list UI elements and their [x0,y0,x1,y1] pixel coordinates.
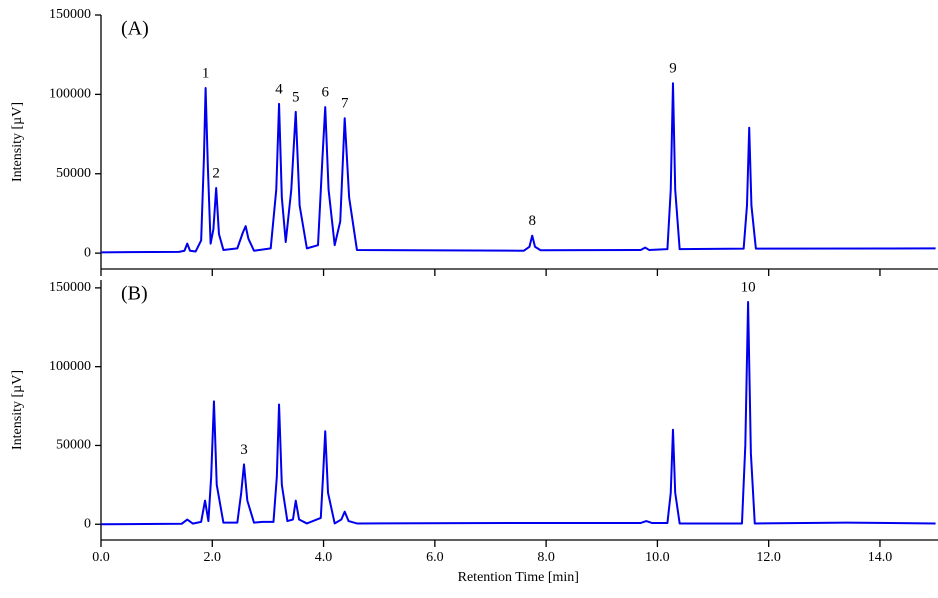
x-tick-label: 4.0 [315,550,333,565]
y-tick-label: 50000 [56,438,91,453]
peak-label: 1 [202,65,210,81]
peak-label: 10 [741,279,756,295]
panel-label: (B) [121,283,148,305]
x-tick-label: 14.0 [868,550,893,565]
peak-label: 6 [321,85,329,101]
peak-label: 5 [292,89,300,105]
x-tick-label: 2.0 [204,550,222,565]
y-axis-label: Intensity [µV] [10,370,25,450]
y-tick-label: 0 [84,245,91,260]
peak-label: 3 [240,442,248,458]
x-tick-label: 6.0 [426,550,444,565]
peak-label: 4 [275,81,283,97]
peak-label: 7 [341,96,349,112]
peak-label: 9 [669,61,677,77]
chromatogram-line [100,301,936,526]
y-tick-label: 150000 [49,280,91,295]
y-tick-label: 150000 [49,7,91,22]
peak-label: 8 [528,213,536,229]
y-tick-label: 0 [84,516,91,531]
panel-label: (A) [121,18,149,40]
peak-label: 2 [212,165,220,181]
x-tick-label: 10.0 [645,550,670,565]
x-tick-label: 0.0 [92,550,110,565]
chromatogram-line [100,82,936,254]
y-tick-label: 100000 [49,359,91,374]
x-tick-label: 8.0 [537,550,555,565]
x-tick-label: 12.0 [756,550,781,565]
y-axis-label: Intensity [µV] [10,102,25,182]
x-axis-label: Retention Time [min] [458,570,579,585]
y-tick-label: 50000 [56,166,91,181]
y-tick-label: 100000 [49,87,91,102]
